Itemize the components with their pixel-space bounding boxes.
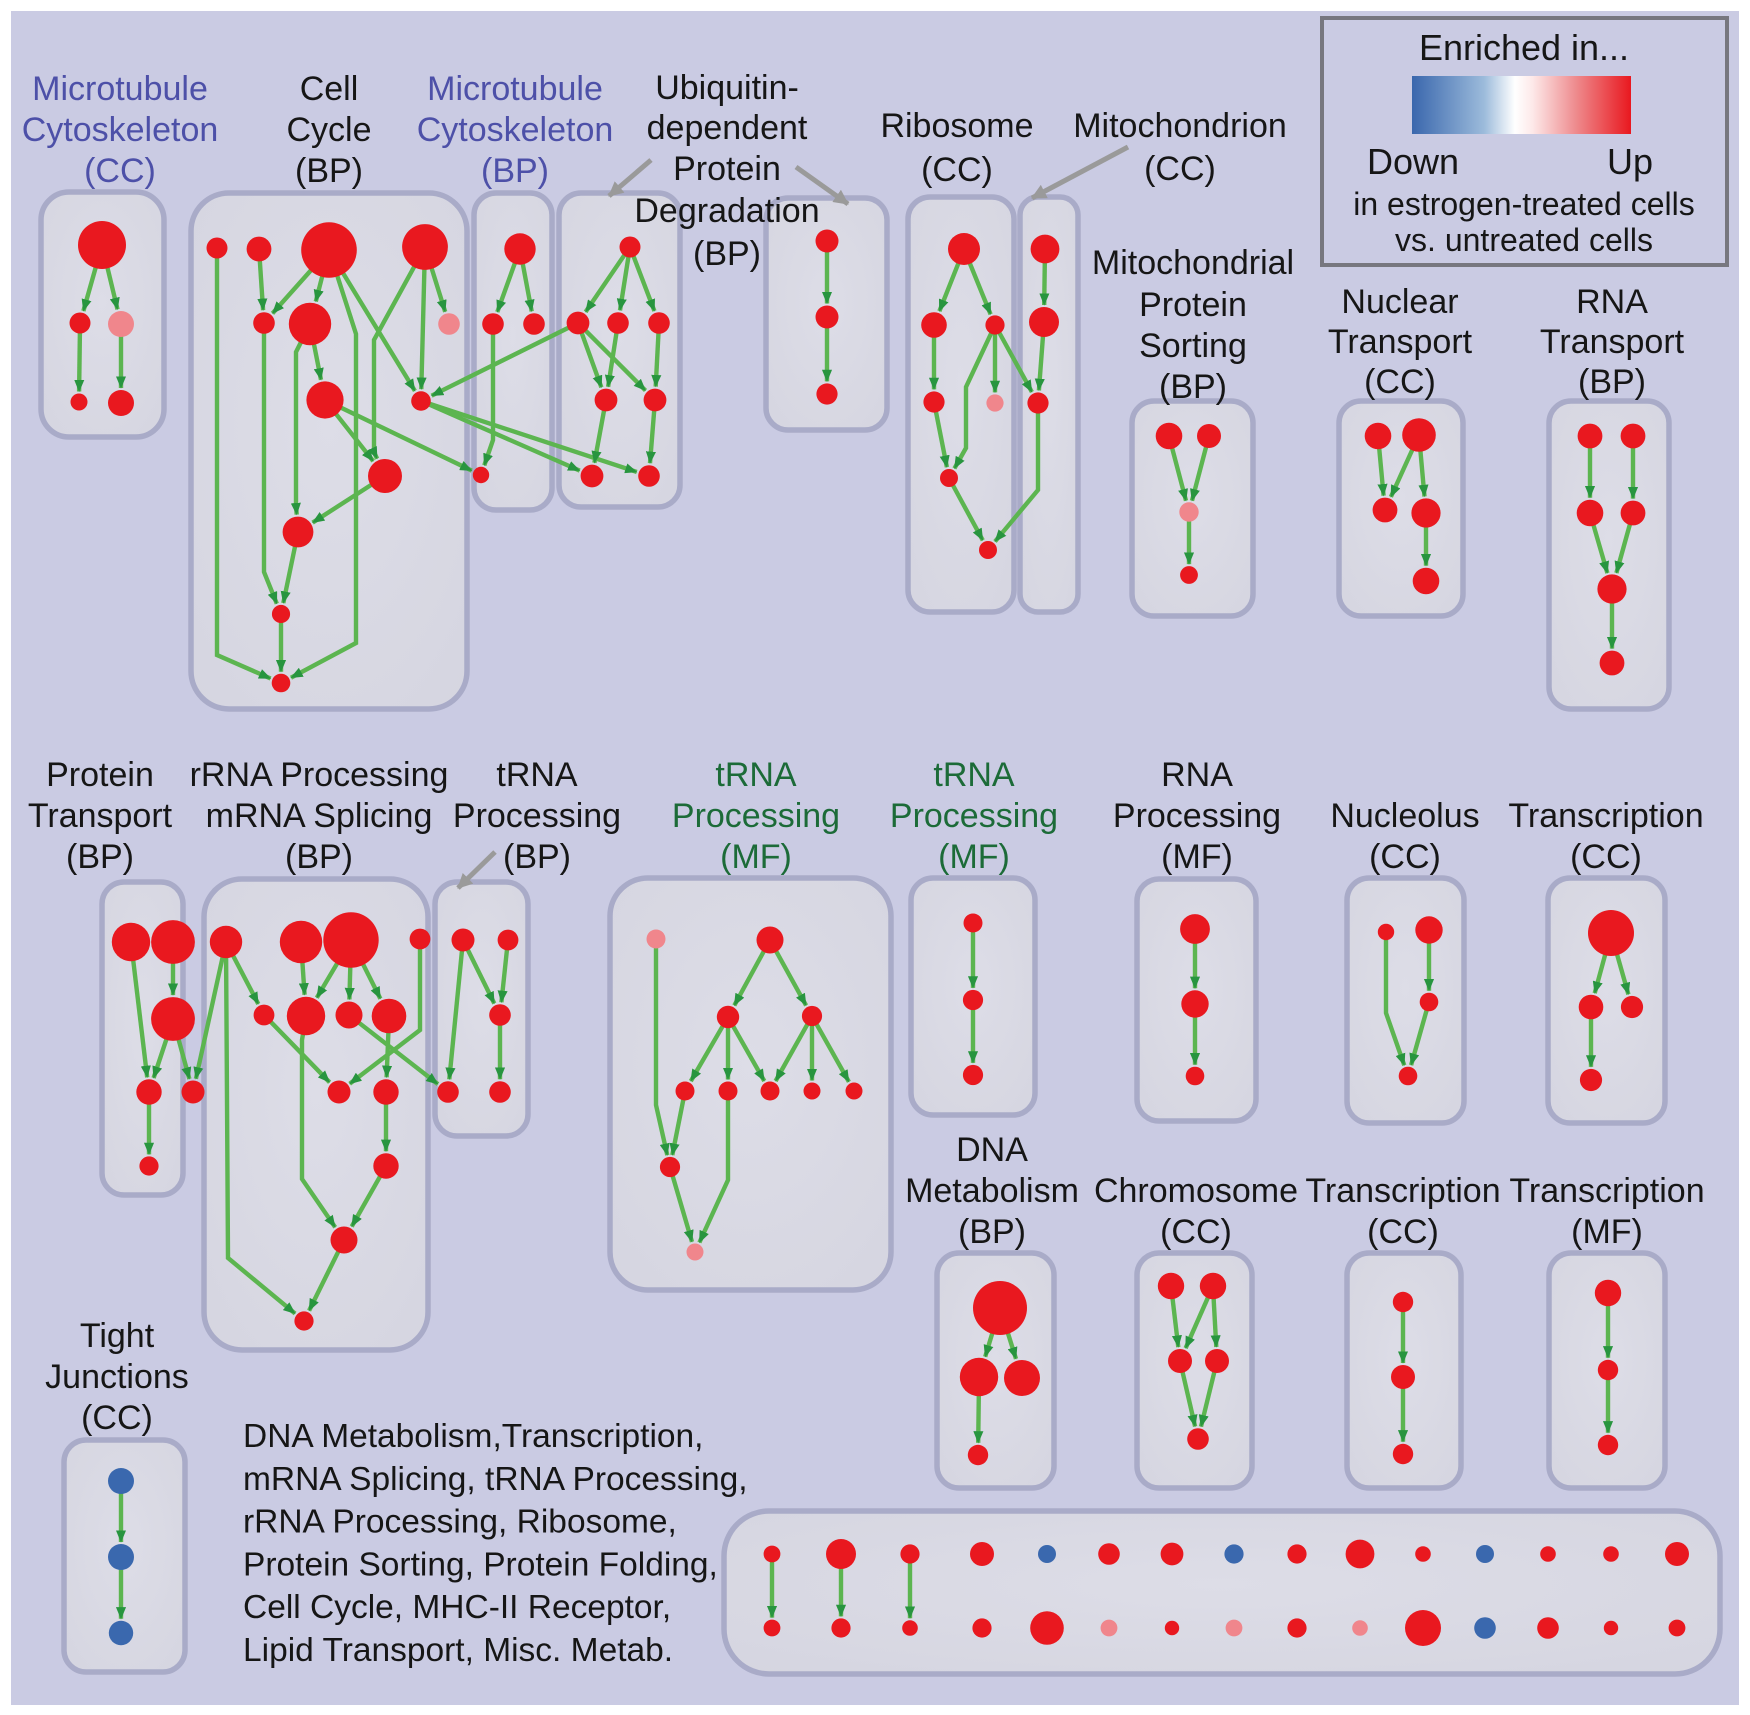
svg-text:Ubiquitin-: Ubiquitin- [655, 69, 799, 107]
svg-text:Transcription: Transcription [1305, 1172, 1500, 1210]
svg-text:Sorting: Sorting [1139, 327, 1247, 365]
svg-text:Protein: Protein [673, 150, 781, 188]
svg-text:(BP): (BP) [66, 838, 134, 876]
svg-text:(CC): (CC) [921, 151, 993, 189]
svg-text:Cytoskeleton: Cytoskeleton [417, 111, 614, 149]
svg-text:Processing: Processing [672, 797, 840, 835]
svg-text:Transport: Transport [1328, 323, 1473, 361]
svg-text:Protein Sorting, Protein Foldi: Protein Sorting, Protein Folding, [243, 1546, 718, 1583]
svg-text:vs. untreated cells: vs. untreated cells [1395, 222, 1653, 258]
svg-text:Nucleolus: Nucleolus [1330, 797, 1479, 835]
svg-text:Metabolism: Metabolism [905, 1172, 1079, 1210]
svg-text:Nuclear: Nuclear [1341, 283, 1458, 321]
svg-text:dependent: dependent [647, 109, 808, 147]
svg-text:(CC): (CC) [1144, 150, 1216, 188]
svg-text:(CC): (CC) [1369, 838, 1441, 876]
svg-text:Degradation: Degradation [634, 192, 819, 230]
svg-text:tRNA: tRNA [715, 756, 797, 794]
svg-text:(BP): (BP) [958, 1213, 1026, 1251]
svg-text:RNA: RNA [1576, 283, 1648, 321]
svg-text:Transcription: Transcription [1509, 1172, 1704, 1210]
svg-text:(BP): (BP) [1159, 368, 1227, 406]
svg-text:Protein: Protein [1139, 286, 1247, 324]
svg-text:Cell Cycle, MHC-II Receptor,: Cell Cycle, MHC-II Receptor, [243, 1589, 671, 1626]
svg-text:Cell: Cell [300, 70, 359, 108]
svg-text:Mitochondrial: Mitochondrial [1092, 244, 1294, 282]
svg-text:DNA Metabolism,Transcription,: DNA Metabolism,Transcription, [243, 1418, 703, 1455]
svg-text:Chromosome: Chromosome [1094, 1172, 1298, 1210]
svg-text:(BP): (BP) [481, 152, 549, 190]
svg-text:tRNA: tRNA [933, 756, 1015, 794]
svg-text:Up: Up [1607, 141, 1653, 182]
svg-text:Enriched in...: Enriched in... [1419, 27, 1629, 68]
svg-text:Tight: Tight [80, 1317, 155, 1355]
svg-text:(BP): (BP) [503, 838, 571, 876]
svg-text:tRNA: tRNA [496, 756, 578, 794]
svg-text:Transport: Transport [1540, 323, 1685, 361]
svg-text:DNA: DNA [956, 1131, 1028, 1169]
svg-text:(BP): (BP) [1578, 363, 1646, 401]
svg-text:(MF): (MF) [1161, 838, 1233, 876]
svg-text:(CC): (CC) [1367, 1213, 1439, 1251]
svg-text:(CC): (CC) [81, 1399, 153, 1437]
svg-text:rRNA Processing, Ribosome,: rRNA Processing, Ribosome, [243, 1504, 677, 1541]
svg-text:Cytoskeleton: Cytoskeleton [22, 111, 219, 149]
svg-text:(BP): (BP) [295, 152, 363, 190]
svg-text:(BP): (BP) [285, 838, 353, 876]
svg-text:Processing: Processing [453, 797, 621, 835]
svg-text:(MF): (MF) [1571, 1213, 1643, 1251]
svg-text:Protein: Protein [46, 756, 154, 794]
svg-text:Mitochondrion: Mitochondrion [1073, 107, 1287, 145]
svg-text:rRNA Processing: rRNA Processing [190, 756, 449, 794]
svg-text:mRNA Splicing: mRNA Splicing [206, 797, 433, 835]
svg-text:(CC): (CC) [1364, 363, 1436, 401]
svg-text:Transcription: Transcription [1508, 797, 1703, 835]
svg-text:in estrogen-treated cells: in estrogen-treated cells [1353, 186, 1695, 222]
svg-text:Processing: Processing [890, 797, 1058, 835]
svg-text:Cycle: Cycle [286, 111, 371, 149]
svg-text:RNA: RNA [1161, 756, 1233, 794]
svg-text:Processing: Processing [1113, 797, 1281, 835]
svg-text:(CC): (CC) [1570, 838, 1642, 876]
svg-text:(CC): (CC) [84, 152, 156, 190]
svg-text:Lipid Transport, Misc. Metab.: Lipid Transport, Misc. Metab. [243, 1632, 673, 1669]
svg-text:Transport: Transport [28, 797, 173, 835]
svg-text:Microtubule: Microtubule [427, 70, 603, 108]
svg-text:Junctions: Junctions [45, 1358, 189, 1396]
svg-text:Microtubule: Microtubule [32, 70, 208, 108]
svg-text:(BP): (BP) [693, 235, 761, 273]
svg-text:(MF): (MF) [938, 838, 1010, 876]
svg-text:Ribosome: Ribosome [880, 107, 1033, 145]
svg-text:(CC): (CC) [1160, 1213, 1232, 1251]
svg-text:mRNA Splicing, tRNA Processing: mRNA Splicing, tRNA Processing, [243, 1461, 748, 1498]
svg-text:Down: Down [1367, 141, 1459, 182]
svg-text:(MF): (MF) [720, 838, 792, 876]
